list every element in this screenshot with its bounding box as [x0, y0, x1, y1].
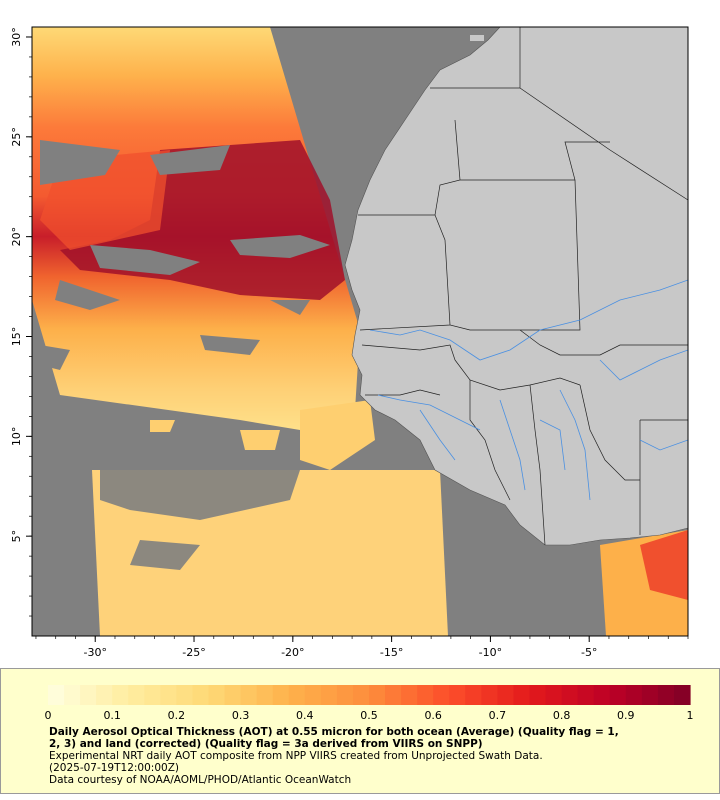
aot-patches — [150, 400, 375, 470]
colorbar-swatch — [673, 685, 691, 705]
country-borders — [358, 27, 688, 546]
colorbar-tick-label: 0.3 — [232, 709, 250, 722]
colorbar-tick-label: 0.8 — [553, 709, 571, 722]
lon-tick-label: -5° — [581, 646, 597, 659]
colorbar-swatch — [481, 685, 498, 705]
colorbar-swatch — [609, 685, 627, 705]
caption-source: Experimental NRT daily AOT composite fro… — [49, 750, 543, 762]
colorbar-swatch — [192, 685, 210, 705]
lon-tick-label: -30° — [83, 646, 106, 659]
lat-tick-label: 25° — [10, 127, 23, 147]
colorbar-swatch — [320, 685, 338, 705]
map-frame — [31, 26, 689, 637]
colorbar-swatch — [385, 685, 402, 705]
colorbar-swatch — [561, 685, 579, 705]
colorbar-swatch — [48, 685, 65, 705]
colorbar-swatch — [64, 685, 81, 705]
colorbar-swatch — [112, 685, 129, 705]
colorbar-swatch — [160, 685, 177, 705]
colorbar-swatch — [176, 685, 194, 705]
lon-tick-label: -10° — [479, 646, 502, 659]
lon-tick-label: -20° — [281, 646, 304, 659]
aot-swath-gulf-high — [640, 530, 688, 600]
colorbar-swatch — [577, 685, 595, 705]
lat-tick-label: 10° — [10, 427, 23, 447]
colorbar-swatch — [144, 685, 161, 705]
colorbar-swatch — [304, 685, 322, 705]
colorbar-tick-label: 0.1 — [103, 709, 121, 722]
colorbar-swatch — [593, 685, 611, 705]
no-data-gaps-south — [100, 470, 300, 570]
colorbar-swatch — [625, 685, 643, 705]
colorbar-swatch — [336, 685, 354, 705]
aot-colorbar: 0 0.1 0.2 0.3 0.4 0.5 0.6 0.7 0.8 0.9 1 — [45, 685, 694, 722]
colorbar-swatch — [545, 685, 563, 705]
lat-tick-label: 20° — [10, 227, 23, 247]
colorbar-swatch — [208, 685, 226, 705]
colorbar-tick-label: 1 — [687, 709, 694, 722]
lat-tick-label: 30° — [10, 27, 23, 47]
colorbar-swatch — [449, 685, 466, 705]
colorbar-swatch — [465, 685, 482, 705]
colorbar-swatch — [128, 685, 145, 705]
longitude-axis: -30° -25° -20° -15° -10° -5° — [35, 636, 689, 659]
caption-date: (2025-07-19T12:00:00Z) — [49, 762, 179, 774]
colorbar-swatch — [641, 685, 659, 705]
colorbar-tick-label: 0 — [45, 709, 52, 722]
caption-title-line2: 2, 3) and land (corrected) (Quality flag… — [49, 738, 483, 750]
colorbar-swatch — [369, 685, 386, 705]
caption-title-line1: Daily Aerosol Optical Thickness (AOT) at… — [49, 726, 619, 738]
colorbar-swatch — [224, 685, 242, 705]
colorbar-swatch — [240, 685, 258, 705]
legend-panel: 0 0.1 0.2 0.3 0.4 0.5 0.6 0.7 0.8 0.9 1 Daily Aero… — [0, 668, 720, 794]
latitude-axis: 5° 10° 15° 20° 25° 30° — [10, 27, 32, 617]
rivers — [369, 279, 688, 501]
colorbar-swatch — [529, 685, 547, 705]
aot-map: -30° -25° -20° -15° -10° -5° 5° 10° 15° 20° 25° 30… — [10, 26, 689, 659]
lat-tick-label: 15° — [10, 327, 23, 347]
caption-credit: Data courtesy of NOAA/AOML/PHOD/Atlantic… — [49, 774, 352, 786]
lon-tick-label: -15° — [380, 646, 403, 659]
colorbar-tick-label: 0.9 — [617, 709, 635, 722]
colorbar-tick-label: 0.5 — [360, 709, 378, 722]
colorbar-swatch — [497, 685, 515, 705]
africa-land — [344, 27, 688, 546]
colorbar-swatch — [256, 685, 274, 705]
colorbar-swatch — [272, 685, 290, 705]
colorbar-swatch — [417, 685, 434, 705]
colorbar-swatch — [352, 685, 370, 705]
colorbar-swatch — [513, 685, 531, 705]
colorbar-tick-label: 0.6 — [424, 709, 442, 722]
colorbar-swatch — [80, 685, 97, 705]
lat-tick-label: 5° — [10, 530, 23, 543]
lon-tick-label: -25° — [182, 646, 205, 659]
colorbar-swatch — [401, 685, 418, 705]
canary-islands — [470, 35, 484, 41]
colorbar-swatch — [433, 685, 450, 705]
colorbar-tick-label: 0.7 — [489, 709, 507, 722]
colorbar-tick-label: 0.2 — [168, 709, 186, 722]
colorbar-swatch — [657, 685, 675, 705]
colorbar-swatch — [288, 685, 306, 705]
colorbar-swatch — [96, 685, 113, 705]
no-data-gaps — [40, 140, 330, 370]
colorbar-tick-label: 0.4 — [296, 709, 314, 722]
